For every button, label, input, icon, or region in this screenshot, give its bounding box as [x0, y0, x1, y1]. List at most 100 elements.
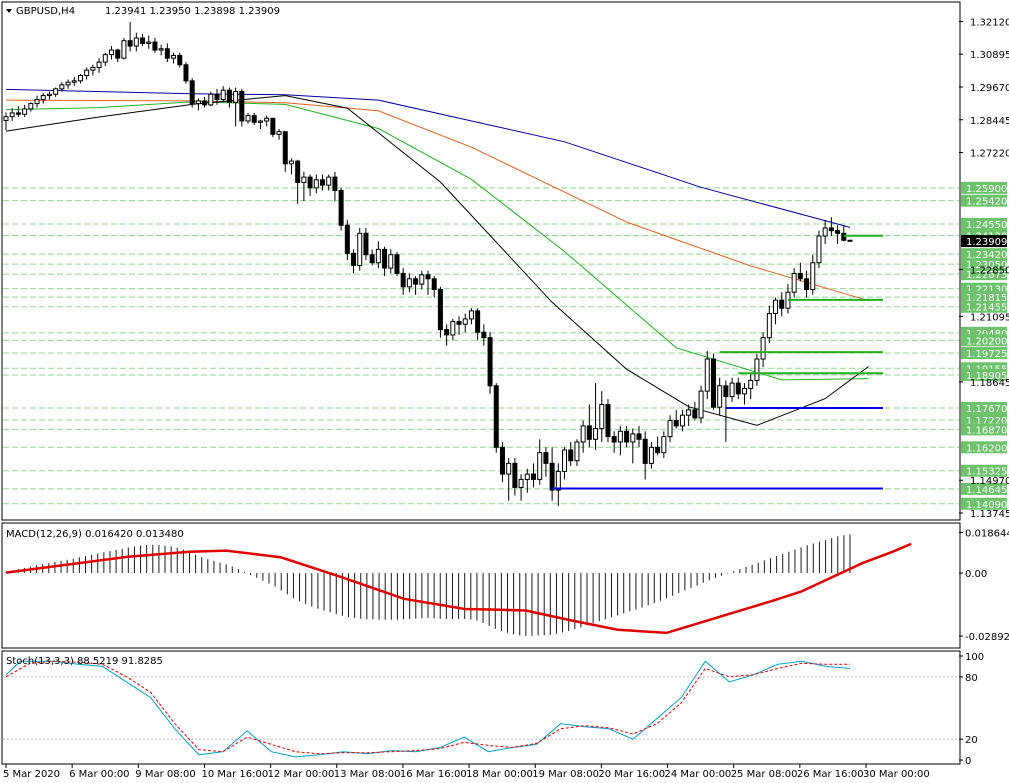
level-label: 1.22130 — [966, 285, 1007, 296]
candle-body — [270, 117, 276, 135]
level-label: 1.21455 — [966, 303, 1007, 314]
candle-body — [562, 449, 568, 472]
candle-body — [599, 404, 605, 430]
candle-body — [549, 462, 555, 491]
candle-body — [648, 446, 654, 464]
candle-body — [710, 358, 716, 408]
candle-body — [320, 179, 325, 186]
moving-average-line — [5, 99, 869, 302]
candle-body — [332, 176, 338, 192]
candle-body — [779, 299, 785, 309]
candle-body — [574, 441, 580, 462]
candle-body — [766, 313, 772, 339]
candle-body — [3, 116, 9, 121]
candle-body — [146, 41, 152, 44]
candle-body — [791, 272, 797, 293]
candle-body — [9, 112, 15, 118]
moving-average-line — [5, 101, 869, 381]
candle-body — [810, 262, 816, 290]
level-label: 1.23050 — [966, 260, 1007, 271]
candle-body — [363, 232, 369, 256]
candles — [3, 21, 853, 507]
candle-body — [698, 390, 704, 419]
level-badge — [961, 482, 1007, 495]
candle-body — [655, 446, 661, 454]
level-label: 1.19725 — [966, 349, 1007, 360]
candle-body — [531, 473, 536, 480]
price-tick-label: 1.14970 — [970, 476, 1009, 487]
level-label: 1.16870 — [966, 425, 1007, 436]
candle-body — [804, 278, 810, 290]
level-badge — [961, 497, 1007, 510]
candle-body — [524, 473, 530, 480]
stoch-signal-line — [5, 660, 850, 755]
price-panel[interactable]: 1.259001.254201.245501.241201.234201.230… — [1, 1, 1009, 521]
macd-panel[interactable]: 0.018644 0.00 -0.028929 MACD(12,26,9) 0.01… — [1, 522, 1009, 649]
candle-body — [326, 176, 332, 186]
candle-body — [133, 37, 139, 47]
level-label: 1.15325 — [966, 467, 1007, 478]
level-badge — [961, 441, 1007, 454]
support-resistance-lines[interactable] — [552, 234, 883, 490]
stochastic-axis: 100 80 20 0 — [959, 652, 984, 767]
stochastic-panel[interactable]: 100 80 20 0 Stoch(13,3,3) 88.5219 91.8285 — [1, 650, 984, 767]
time-tick-label: 18 Mar 00:00 — [466, 769, 533, 780]
level-label: 1.17220 — [966, 416, 1007, 427]
candle-body — [15, 112, 21, 115]
candle-body — [313, 179, 319, 189]
candle-body — [661, 436, 667, 454]
candle-body — [754, 358, 760, 381]
level-label: 1.25420 — [966, 197, 1007, 208]
candle-body — [102, 54, 108, 63]
time-tick-label: 19 Mar 08:00 — [532, 769, 599, 780]
candle-body — [140, 37, 146, 44]
candle-body — [214, 93, 220, 101]
candle-body — [704, 358, 710, 392]
level-badge — [961, 368, 1007, 381]
candle-body — [127, 40, 133, 47]
candle-body — [450, 321, 456, 336]
candle-body — [828, 227, 834, 232]
stoch-label: Stoch(13,3,3) 88.5219 91.8285 — [6, 656, 163, 667]
current-price-badge: 1.23909 — [961, 235, 1007, 248]
candle-body — [580, 425, 586, 443]
stoch-tick-label: 80 — [965, 673, 978, 684]
candle-body — [121, 40, 127, 59]
candle-body — [276, 131, 282, 135]
candle-body — [717, 385, 723, 408]
stoch-tick-label: 0 — [965, 756, 971, 767]
candle-body — [686, 409, 692, 416]
candle-body — [419, 274, 425, 285]
candle-body — [65, 81, 71, 86]
candle-body — [233, 91, 239, 103]
stochastic-lines — [3, 660, 959, 758]
candle-body — [593, 428, 599, 440]
time-tick-label: 26 Mar 16:00 — [797, 769, 864, 780]
symbol-label: GBPUSD,H4 — [16, 6, 75, 17]
candle-body — [773, 299, 779, 315]
candle-body — [40, 95, 46, 101]
macd-tick-label: -0.028929 — [965, 632, 1009, 643]
level-label: 1.23420 — [966, 250, 1007, 261]
candle-body — [96, 61, 102, 68]
candle-body — [208, 93, 214, 106]
level-badge — [961, 414, 1007, 427]
dropdown-arrow-icon[interactable] — [6, 9, 12, 13]
macd-signal-line — [5, 542, 912, 635]
price-axis: 1.259001.254201.245501.241201.234201.230… — [959, 17, 1009, 520]
candle-body — [307, 176, 313, 189]
candle-body — [437, 288, 443, 331]
candle-body — [382, 248, 388, 269]
candle-body — [605, 404, 611, 438]
macd-tick-label: 0.018644 — [965, 528, 1009, 539]
candle-body — [816, 235, 822, 264]
candle-body — [537, 452, 543, 480]
price-tick-label: 1.13745 — [970, 509, 1009, 520]
stoch-tick-label: 20 — [965, 735, 978, 746]
price-tick-label: 1.21095 — [970, 312, 1009, 323]
candle-body — [642, 438, 648, 464]
candle-body — [692, 409, 698, 419]
candle-body — [226, 89, 232, 103]
macd-histogram — [5, 534, 851, 636]
